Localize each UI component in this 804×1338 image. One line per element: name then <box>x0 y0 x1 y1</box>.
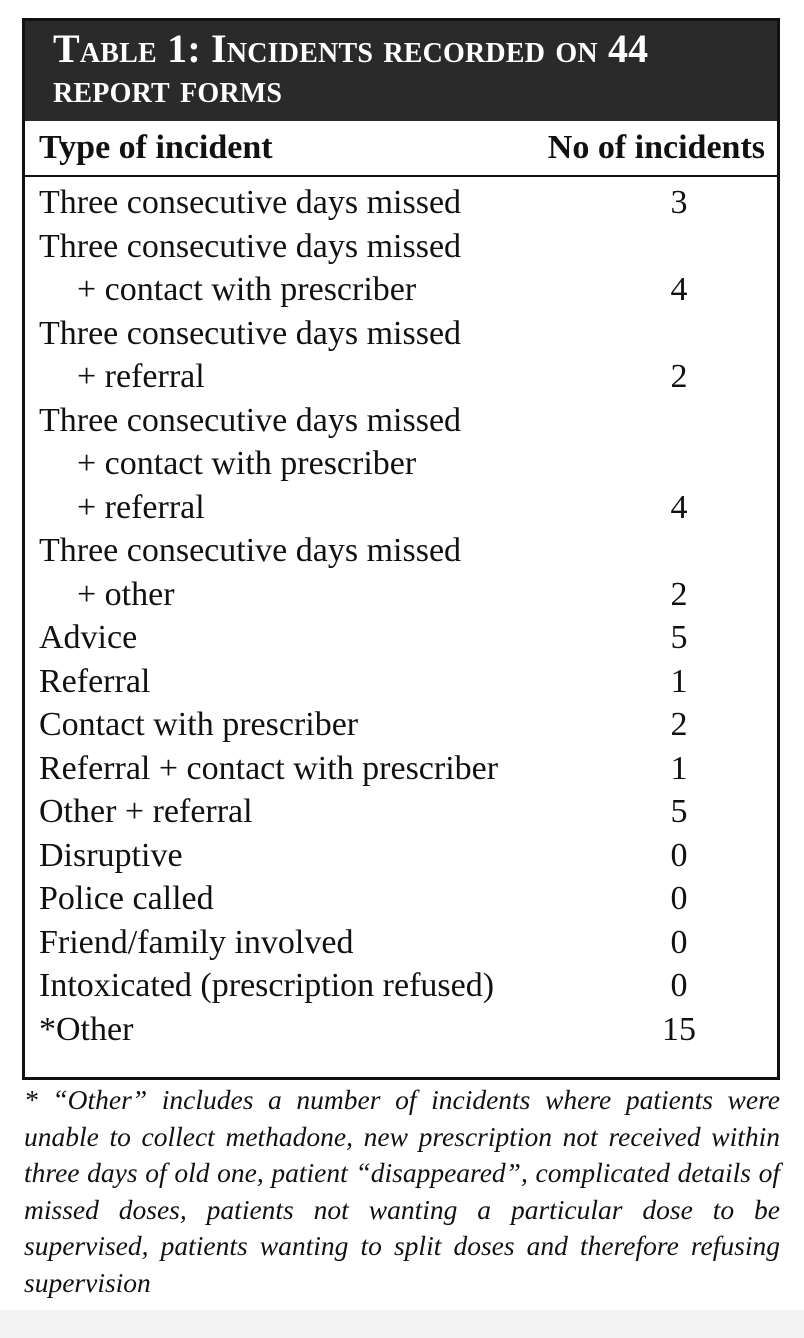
incident-type: Friend/family involved <box>39 921 629 965</box>
incident-count: 5 <box>670 619 688 656</box>
incident-type-line: Three consecutive days missed <box>39 314 462 352</box>
incident-count: 1 <box>670 749 688 787</box>
incident-type: Three consecutive days missed + referral <box>39 312 629 399</box>
column-header: Type of incident No of incidents <box>25 121 777 177</box>
incident-count: 4 <box>670 271 688 308</box>
incident-count: 0 <box>670 880 688 917</box>
table-title: Table 1: Incidents recorded on 44 report… <box>53 26 649 111</box>
incident-type: Three consecutive days missed + contact w… <box>39 225 629 312</box>
incident-count: 5 <box>670 793 688 830</box>
incident-count: 2 <box>670 706 688 743</box>
incident-count: 3 <box>670 184 688 221</box>
incident-count: 15 <box>662 1010 696 1048</box>
incident-type-line: Three consecutive days missed <box>39 532 462 569</box>
incident-type-line: + referral <box>77 358 205 395</box>
incident-type-line: Contact with prescriber <box>39 706 359 743</box>
incident-type: Disruptive <box>39 834 629 878</box>
table-row: Contact with prescriber 2 <box>39 703 777 747</box>
incident-type-line: *Other <box>39 1010 134 1048</box>
incident-type: Contact with prescriber <box>39 703 629 747</box>
table-body: Three consecutive days missed 3 Three cons… <box>25 177 777 1051</box>
bottom-band <box>0 1310 804 1338</box>
incident-type: Advice <box>39 616 629 660</box>
incident-type-line: Disruptive <box>39 836 183 874</box>
footnote: * “Other” includes a number of incidents… <box>24 1084 780 1298</box>
incident-type-line: Intoxicated (prescription refused) <box>39 967 495 1004</box>
table-row: Disruptive 0 <box>39 834 777 878</box>
incident-type: Referral <box>39 660 629 704</box>
incident-type-line: Three consecutive days missed <box>39 227 462 265</box>
incident-count: 2 <box>670 358 688 395</box>
incident-type: Other + referral <box>39 790 629 834</box>
table-row: Three consecutive days missed + contact w… <box>39 399 777 530</box>
table-row: Three consecutive days missed + referral 2 <box>39 312 777 399</box>
incident-count: 0 <box>670 836 688 874</box>
incident-type-line: + other <box>77 575 175 613</box>
incident-type-line: Advice <box>39 619 138 656</box>
table-row: Advice 5 <box>39 616 777 660</box>
table-row: Intoxicated (prescription refused) 0 <box>39 964 777 1008</box>
incident-type: Police called <box>39 877 629 921</box>
table-header: Table 1: Incidents recorded on 44 report… <box>25 21 777 121</box>
table-row: Three consecutive days missed + other 2 <box>39 529 777 616</box>
incident-type-line: Other + referral <box>39 793 253 830</box>
table-row: Referral 1 <box>39 660 777 704</box>
incident-type-line: + contact with prescriber <box>77 445 417 482</box>
incident-type-line: + referral <box>77 488 205 526</box>
column-title: No of incidents <box>547 129 765 166</box>
table-row: Three consecutive days missed + contact w… <box>39 225 777 312</box>
incident-type-line: Three consecutive days missed <box>39 184 462 221</box>
table-box: Table 1: Incidents recorded on 44 report… <box>22 18 780 1080</box>
table-row: Other + referral 5 <box>39 790 777 834</box>
incident-count: 1 <box>670 662 688 700</box>
incident-type-line: Referral <box>39 662 151 700</box>
incident-type: Three consecutive days missed + contact w… <box>39 399 629 530</box>
table-row: Three consecutive days missed 3 <box>39 181 777 225</box>
table-row: *Other 15 <box>39 1008 777 1052</box>
incident-type-line: Police called <box>39 880 214 917</box>
incident-count: 4 <box>670 488 688 526</box>
incident-type: Intoxicated (prescription refused) <box>39 964 629 1008</box>
incident-type: Three consecutive days missed + other <box>39 529 629 616</box>
incident-type-line: Friend/family involved <box>39 923 354 961</box>
incident-count: 0 <box>670 967 688 1004</box>
incident-type-line: Three consecutive days missed <box>39 401 462 439</box>
table-row: Referral + contact with prescriber 1 <box>39 747 777 791</box>
incident-type: Three consecutive days missed <box>39 181 629 225</box>
incident-count: 2 <box>670 575 688 613</box>
incident-type: Referral + contact with prescriber <box>39 747 629 791</box>
incident-type-line: + contact with prescriber <box>77 271 417 308</box>
incident-count: 0 <box>670 923 688 961</box>
table-row: Police called 0 <box>39 877 777 921</box>
incident-type: *Other <box>39 1008 629 1052</box>
table-row: Friend/family involved 0 <box>39 921 777 965</box>
column-title: Type of incident <box>39 129 273 166</box>
incident-type-line: Referral + contact with prescriber <box>39 749 499 787</box>
